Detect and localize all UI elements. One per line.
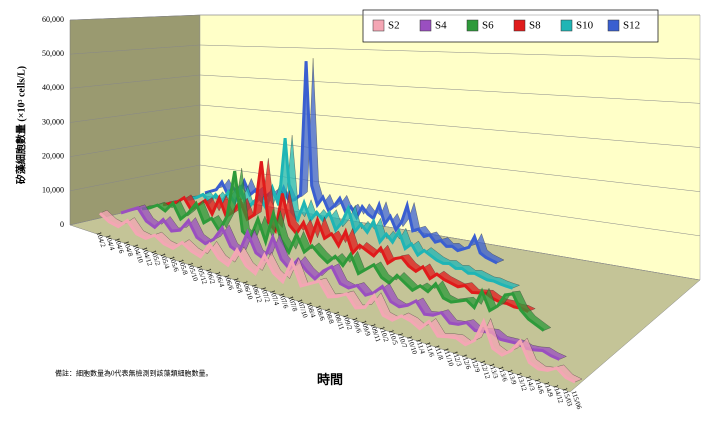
grid-line <box>69 44 701 60</box>
grid-line <box>69 74 701 104</box>
legend-label: S10 <box>576 20 594 32</box>
legend-swatch <box>513 19 526 32</box>
legend-label: S2 <box>388 20 400 32</box>
grid-line <box>69 104 701 148</box>
legend-swatch <box>560 19 573 32</box>
legend-swatch <box>466 19 479 32</box>
y-tick-label: 40,000 <box>42 83 64 92</box>
legend-label: S8 <box>529 20 541 32</box>
y-tick-label: 20,000 <box>42 151 64 160</box>
annotation: 備註：細胞數量為0代表無檢測到該藻類細胞數量。 <box>55 369 213 378</box>
series-ribbon <box>162 161 529 313</box>
legend-label: S12 <box>623 20 640 32</box>
y-axis-title: 矽藻細胞數量 (×10³ cells/L) <box>14 66 27 184</box>
x-axis-title: 時間 <box>317 372 343 387</box>
series-ribbon <box>141 170 545 332</box>
legend-swatch <box>419 19 432 32</box>
y-tick-label: 50,000 <box>42 49 64 58</box>
y-tick-label: 10,000 <box>42 186 64 195</box>
legend-label: S6 <box>482 20 494 32</box>
y-tick-label: 30,000 <box>42 117 64 126</box>
y-tick-label: 60,000 <box>42 15 64 24</box>
legend-swatch <box>607 19 620 32</box>
grid-line <box>69 134 701 192</box>
legend-swatch <box>372 19 385 32</box>
series-ribbon <box>98 212 576 384</box>
legend-label: S4 <box>435 20 447 32</box>
grid-line <box>69 164 701 237</box>
grid-line <box>69 14 700 21</box>
series-ribbon <box>204 61 498 265</box>
y-tick-label: 0 <box>60 220 64 229</box>
